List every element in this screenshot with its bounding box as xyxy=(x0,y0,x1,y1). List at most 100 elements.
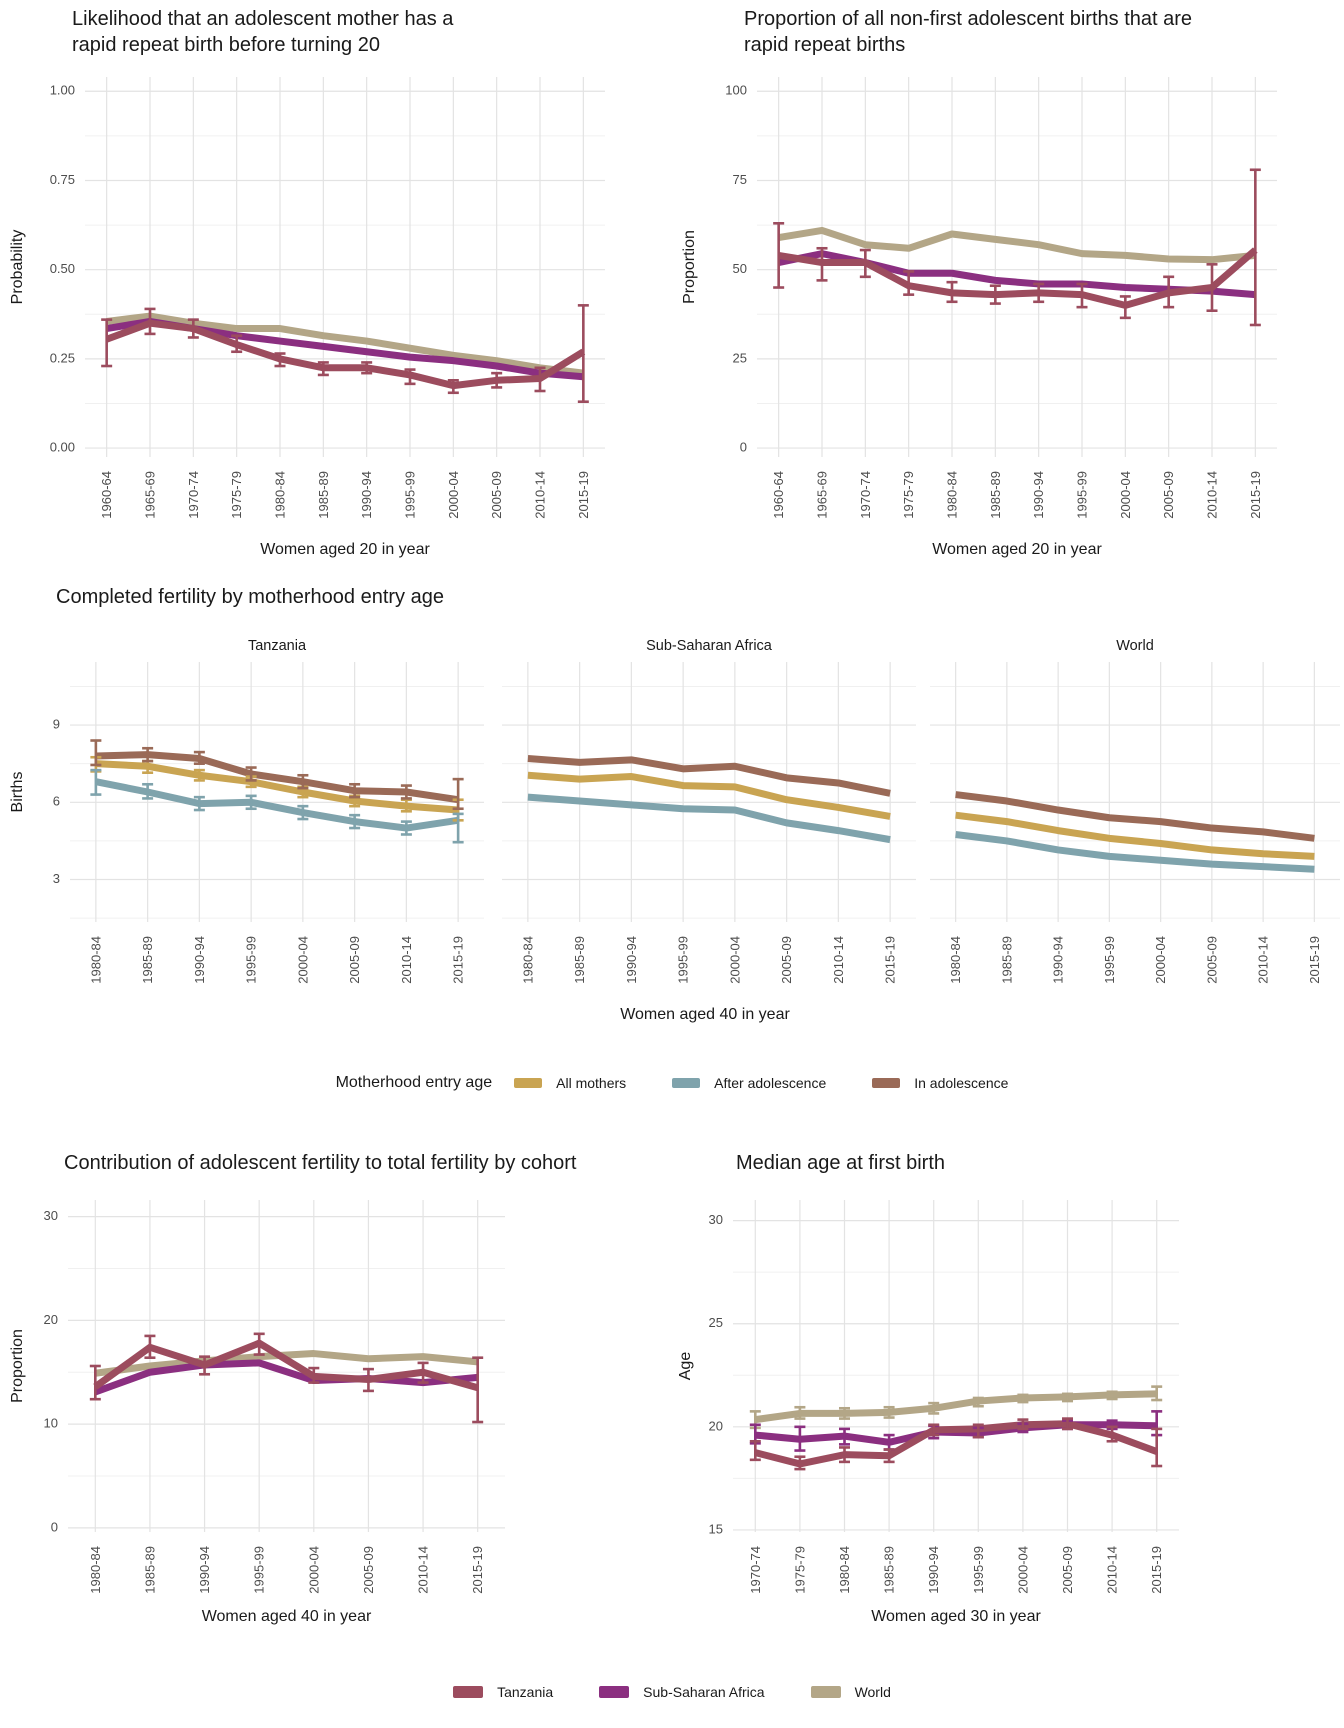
svg-text:2000-04: 2000-04 xyxy=(306,1546,321,1594)
svg-text:2010-14: 2010-14 xyxy=(399,936,414,984)
svg-text:2010-14: 2010-14 xyxy=(1105,1546,1120,1594)
svg-text:1995-99: 1995-99 xyxy=(676,936,691,984)
svg-text:1960-64: 1960-64 xyxy=(771,471,786,519)
legend-item-world: World xyxy=(810,1684,891,1700)
svg-text:1985-89: 1985-89 xyxy=(882,1546,897,1594)
svg-text:6: 6 xyxy=(53,794,60,809)
svg-text:15: 15 xyxy=(709,1521,723,1536)
svg-text:0: 0 xyxy=(740,440,747,455)
svg-text:2015-19: 2015-19 xyxy=(1248,471,1263,519)
legend-item-all-mothers: All mothers xyxy=(514,1075,626,1091)
svg-text:2015-19: 2015-19 xyxy=(470,1546,485,1594)
svg-text:25: 25 xyxy=(733,350,747,365)
svg-text:1985-89: 1985-89 xyxy=(572,936,587,984)
svg-text:1990-94: 1990-94 xyxy=(192,936,207,984)
svg-text:3: 3 xyxy=(53,871,60,886)
svg-text:25: 25 xyxy=(709,1315,723,1330)
svg-text:Tanzania: Tanzania xyxy=(248,638,307,654)
svg-text:1985-89: 1985-89 xyxy=(988,471,1003,519)
svg-text:1980-84: 1980-84 xyxy=(88,1546,103,1594)
svg-text:1985-89: 1985-89 xyxy=(316,471,331,519)
legend-label: Sub-Saharan Africa xyxy=(643,1684,765,1700)
svg-text:2000-04: 2000-04 xyxy=(1118,471,1133,519)
svg-text:2000-04: 2000-04 xyxy=(727,936,742,984)
svg-text:20: 20 xyxy=(709,1418,723,1433)
svg-text:2005-09: 2005-09 xyxy=(347,936,362,984)
svg-text:75: 75 xyxy=(733,172,747,187)
all-mothers-swatch xyxy=(514,1078,543,1088)
legend-label: All mothers xyxy=(556,1075,627,1091)
svg-text:2015-19: 2015-19 xyxy=(451,936,466,984)
chart-canvas: Tanzania 1980-84 1985-89 1990-94 1995-99 2000… xyxy=(53,638,1340,984)
svg-text:1995-99: 1995-99 xyxy=(252,1546,267,1594)
svg-text:30: 30 xyxy=(709,1212,723,1227)
svg-text:0.50: 0.50 xyxy=(50,261,75,276)
svg-text:1990-94: 1990-94 xyxy=(359,471,374,519)
svg-text:2015-19: 2015-19 xyxy=(1149,1546,1164,1594)
svg-text:2015-19: 2015-19 xyxy=(883,936,898,984)
svg-text:1980-84: 1980-84 xyxy=(837,1546,852,1594)
svg-text:2010-14: 2010-14 xyxy=(1205,471,1220,519)
svg-text:2000-04: 2000-04 xyxy=(446,471,461,519)
chart-canvas: 1970-74 1975-79 1980-84 1985-89 1990-94 1995-… xyxy=(709,1200,1179,1594)
legend-item-after-adolescence: After adolescence xyxy=(672,1075,826,1091)
chart-title: Proportion of all non-first adolescent b… xyxy=(744,8,1193,57)
svg-text:1980-84: 1980-84 xyxy=(520,936,535,984)
svg-text:2000-04: 2000-04 xyxy=(1153,936,1168,984)
chart-canvas: 1960-64 1965-69 1970-74 1975-79 1980-84 1985-… xyxy=(50,77,605,519)
tanzania-swatch xyxy=(453,1686,484,1698)
svg-text:1990-94: 1990-94 xyxy=(624,936,639,984)
svg-text:50: 50 xyxy=(733,261,747,276)
chart-completed-fertility: Completed fertility by motherhood entry … xyxy=(0,562,1344,1150)
x-axis-title: Women aged 40 in year xyxy=(201,1608,372,1625)
svg-text:0.25: 0.25 xyxy=(50,350,75,365)
svg-text:9: 9 xyxy=(53,717,60,732)
svg-text:1990-94: 1990-94 xyxy=(197,1546,212,1594)
svg-text:Sub-Saharan Africa: Sub-Saharan Africa xyxy=(646,638,773,654)
chart-rrb-likelihood: Likelihood that an adolescent mother has… xyxy=(0,0,672,562)
legend-label: World xyxy=(854,1684,891,1700)
svg-text:1985-89: 1985-89 xyxy=(999,936,1014,984)
chart-title: Median age at first birth xyxy=(736,1152,945,1174)
svg-text:1995-99: 1995-99 xyxy=(1075,471,1090,519)
svg-text:1975-79: 1975-79 xyxy=(229,471,244,519)
legend-label: After adolescence xyxy=(714,1075,827,1091)
motherhood-entry-age-legend: Motherhood entry age All mothers After a… xyxy=(0,1074,1344,1092)
svg-text:2015-19: 2015-19 xyxy=(1307,936,1322,984)
svg-text:2005-09: 2005-09 xyxy=(1161,471,1176,519)
chart-canvas: 1960-64 1965-69 1970-74 1975-79 1980-84 1985-… xyxy=(725,77,1277,519)
legend-item-tanzania: Tanzania xyxy=(453,1684,553,1700)
svg-text:2010-14: 2010-14 xyxy=(416,1546,431,1594)
svg-text:100: 100 xyxy=(725,83,747,98)
chart-title: Likelihood that an adolescent mother has… xyxy=(72,8,454,57)
chart-title: Contribution of adolescent fertility to … xyxy=(64,1152,577,1174)
region-legend: Tanzania Sub-Saharan Africa World xyxy=(0,1684,1344,1700)
chart-median-age-first-birth: Median age at first birth Age 1970-74 197… xyxy=(672,1150,1344,1728)
chart-canvas: 1980-84 1985-89 1990-94 1995-99 2000-04 2005-… xyxy=(44,1200,505,1594)
chart-title: Completed fertility by motherhood entry … xyxy=(56,586,444,608)
svg-text:1990-94: 1990-94 xyxy=(926,1546,941,1594)
svg-text:0: 0 xyxy=(51,1519,58,1534)
svg-text:1980-84: 1980-84 xyxy=(948,936,963,984)
svg-text:2005-09: 2005-09 xyxy=(779,936,794,984)
svg-text:1995-99: 1995-99 xyxy=(403,471,418,519)
svg-text:2000-04: 2000-04 xyxy=(295,936,310,984)
legend-item-sub-saharan-africa: Sub-Saharan Africa xyxy=(599,1684,765,1700)
chart-rrb-proportion: Proportion of all non-first adolescent b… xyxy=(672,0,1344,562)
svg-text:1965-69: 1965-69 xyxy=(815,471,830,519)
svg-text:1980-84: 1980-84 xyxy=(88,936,103,984)
legend-label: Tanzania xyxy=(497,1684,554,1700)
svg-text:0.75: 0.75 xyxy=(50,172,75,187)
after-adolescence-swatch xyxy=(672,1078,701,1088)
svg-text:2010-14: 2010-14 xyxy=(533,471,548,519)
x-axis-title: Women aged 30 in year xyxy=(871,1608,1041,1625)
svg-text:2000-04: 2000-04 xyxy=(1015,1546,1030,1594)
sub-saharan-africa-swatch xyxy=(599,1686,630,1698)
svg-text:2010-14: 2010-14 xyxy=(831,936,846,984)
svg-text:2010-14: 2010-14 xyxy=(1256,936,1271,984)
svg-text:1995-99: 1995-99 xyxy=(1102,936,1117,984)
legend-item-in-adolescence: In adolescence xyxy=(872,1075,1008,1091)
svg-text:2015-19: 2015-19 xyxy=(576,471,591,519)
svg-text:1990-94: 1990-94 xyxy=(1031,471,1046,519)
